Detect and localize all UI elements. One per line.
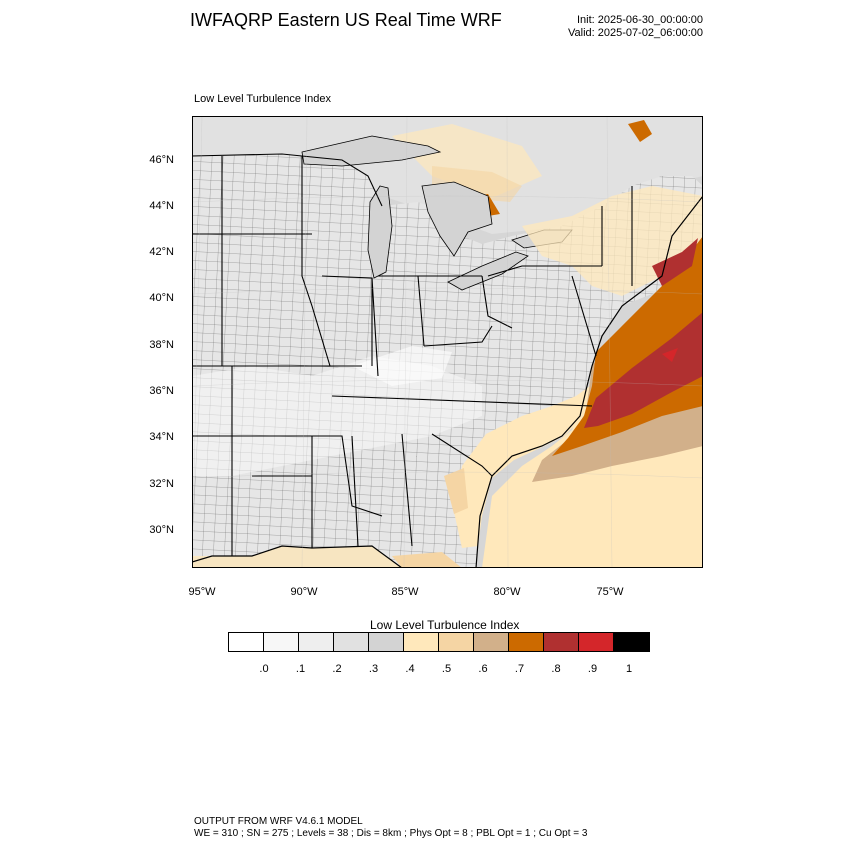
map-panel: [192, 116, 703, 568]
colorbar-label-3: .3: [368, 663, 379, 675]
colorbar: [228, 632, 650, 652]
lake-erie: [447, 251, 529, 291]
colorbar-box-9: [544, 633, 579, 651]
lat-label-38: 38°N: [149, 339, 174, 351]
state-borders: [192, 153, 633, 556]
colorbar-box-6: [439, 633, 474, 651]
valid-time: Valid: 2025-07-02_06:00:00: [568, 27, 703, 39]
colorbar-label-1: .1: [295, 663, 306, 675]
georgia-patch: [444, 468, 468, 514]
lat-label-42: 42°N: [149, 246, 174, 258]
colorbar-box-1: [264, 633, 299, 651]
lat-label-34: 34°N: [149, 431, 174, 443]
atlantic-coastline: [475, 195, 703, 568]
colorbar-label-6: .6: [478, 663, 488, 675]
lake-superior: [301, 135, 442, 167]
model-footer: OUTPUT FROM WRF V4.6.1 MODEL WE = 310 ; …: [194, 816, 587, 840]
colorbar-label-4: .4: [405, 663, 415, 675]
lake-huron: [421, 181, 493, 257]
colorbar-label-9: .9: [587, 663, 598, 675]
lake-michigan: [367, 185, 393, 279]
colorbar-label-8: .8: [551, 663, 561, 675]
colorbar-box-10: [579, 633, 614, 651]
colorbar-label-5: .5: [441, 663, 452, 675]
lat-label-44: 44°N: [149, 200, 174, 212]
graticule: [192, 116, 703, 568]
lon-label-85: 85°W: [391, 586, 419, 598]
footer-line-2: WE = 310 ; SN = 275 ; Levels = 38 ; Dis …: [194, 828, 588, 839]
colorbar-box-7: [474, 633, 509, 651]
colorbar-box-0: [229, 633, 264, 651]
run-info: Init: 2025-06-30_00:00:00 Valid: 2025-07…: [568, 14, 703, 40]
colorbar-label-7: .7: [514, 663, 525, 675]
quebec-hotspot: [628, 120, 652, 142]
lat-label-46: 46°N: [149, 154, 174, 166]
colorbar-box-5: [404, 633, 439, 651]
lat-label-32: 32°N: [149, 478, 174, 490]
gulf-of-maine-band: [652, 238, 698, 286]
colorbar-box-3: [334, 633, 369, 651]
gulf-coastline: [192, 545, 403, 568]
ocean-band-09: [584, 312, 703, 428]
colorbar-box-8: [509, 633, 544, 651]
colorbar-label-0: .0: [259, 663, 269, 675]
turbulence-map: [192, 116, 703, 568]
lon-label-75: 75°W: [596, 586, 624, 598]
lat-label-36: 36°N: [149, 385, 174, 397]
colorbar-box-2: [299, 633, 334, 651]
colorbar-box-11: [614, 633, 649, 651]
kentucky-low-zone: [352, 346, 452, 386]
chart-title: IWFAQRP Eastern US Real Time WRF: [190, 10, 502, 30]
ocean-band-10: [662, 348, 678, 362]
lon-label-95: 95°W: [188, 586, 216, 598]
init-time: Init: 2025-06-30_00:00:00: [577, 14, 703, 26]
ocean-band-08: [552, 236, 703, 456]
footer-line-1: OUTPUT FROM WRF V4.6.1 MODEL: [194, 816, 363, 827]
field-title: Low Level Turbulence Index: [194, 93, 331, 105]
colorbar-label-2: .2: [332, 663, 342, 675]
lon-label-90: 90°W: [290, 586, 318, 598]
colorbar-title: Low Level Turbulence Index: [370, 618, 520, 632]
gulf-coast-zone: [192, 546, 402, 568]
colorbar-box-4: [369, 633, 404, 651]
carolina-coastal-zone: [454, 386, 590, 548]
colorbar-label-10: 1: [625, 663, 633, 675]
lat-label-30: 30°N: [149, 524, 174, 536]
lon-label-80: 80°W: [493, 586, 521, 598]
gulf-patch: [392, 552, 462, 568]
map-frame: [192, 116, 703, 568]
lat-label-40: 40°N: [149, 292, 174, 304]
southern-low-zone: [192, 356, 482, 476]
